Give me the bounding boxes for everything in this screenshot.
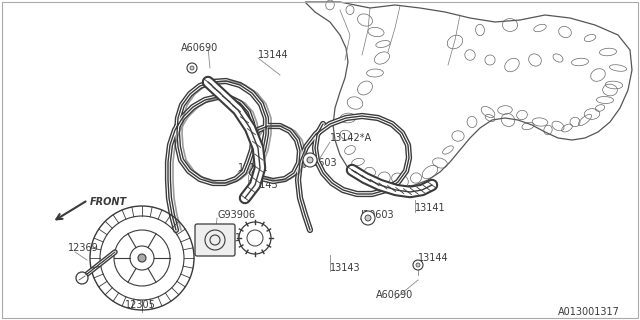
Text: 12339: 12339 (235, 233, 266, 243)
Text: 13141: 13141 (415, 203, 445, 213)
Circle shape (307, 157, 313, 163)
Circle shape (365, 215, 371, 221)
Text: FRONT: FRONT (90, 197, 127, 207)
Text: 13144: 13144 (258, 50, 289, 60)
Text: 13141: 13141 (238, 163, 269, 173)
Text: J20603: J20603 (303, 158, 337, 168)
Text: A60690: A60690 (181, 43, 219, 53)
Text: G93906: G93906 (217, 210, 255, 220)
Text: 13143: 13143 (248, 180, 278, 190)
Circle shape (303, 153, 317, 167)
Text: 13142*B: 13142*B (388, 185, 430, 195)
Text: A60690: A60690 (376, 290, 413, 300)
Circle shape (413, 260, 423, 270)
Text: 12369: 12369 (68, 243, 99, 253)
FancyBboxPatch shape (195, 224, 235, 256)
Text: 13143: 13143 (330, 263, 360, 273)
Text: A013001317: A013001317 (558, 307, 620, 317)
Circle shape (138, 254, 146, 262)
Circle shape (361, 211, 375, 225)
Circle shape (190, 66, 194, 70)
Circle shape (239, 222, 271, 254)
Text: 13142*A: 13142*A (330, 133, 372, 143)
Text: J20603: J20603 (360, 210, 394, 220)
Circle shape (187, 63, 197, 73)
Text: 13144: 13144 (418, 253, 449, 263)
Circle shape (416, 263, 420, 267)
Circle shape (76, 272, 88, 284)
Text: 12305: 12305 (125, 300, 156, 310)
